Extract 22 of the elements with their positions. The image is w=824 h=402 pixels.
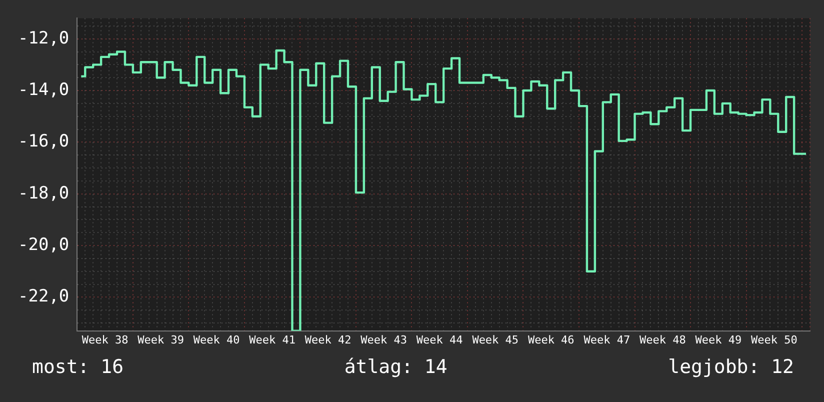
text: átlag: 14 [344, 356, 448, 378]
y-tick-label: -14,0 [18, 80, 70, 100]
y-tick-label: -22,0 [18, 286, 70, 307]
x-tick-label: Week 40 [193, 333, 240, 346]
y-tick-label: -12,0 [18, 28, 70, 48]
x-tick-label: Week 46 [528, 333, 574, 346]
x-tick-label: Week 43 [360, 333, 408, 346]
text: most: 16 [32, 356, 124, 378]
y-tick-label: -20,0 [18, 234, 70, 255]
x-tick-label: Week 39 [138, 333, 184, 346]
x-tick-label: Week 47 [584, 333, 630, 346]
x-tick-label: Week 42 [304, 333, 352, 346]
x-tick-label: Week 38 [82, 333, 128, 346]
y-tick-label: -18,0 [18, 183, 70, 204]
y-tick-label: -16,0 [18, 132, 70, 152]
text: legjobb: 12 [668, 356, 794, 378]
x-tick-label: Week 48 [639, 333, 686, 346]
x-tick-label: Week 50 [750, 333, 798, 346]
x-tick-label: Week 49 [695, 333, 742, 346]
x-tick-label: Week 45 [472, 333, 519, 346]
x-tick-label: Week 44 [416, 333, 464, 346]
x-tick-label: Week 41 [249, 333, 296, 346]
